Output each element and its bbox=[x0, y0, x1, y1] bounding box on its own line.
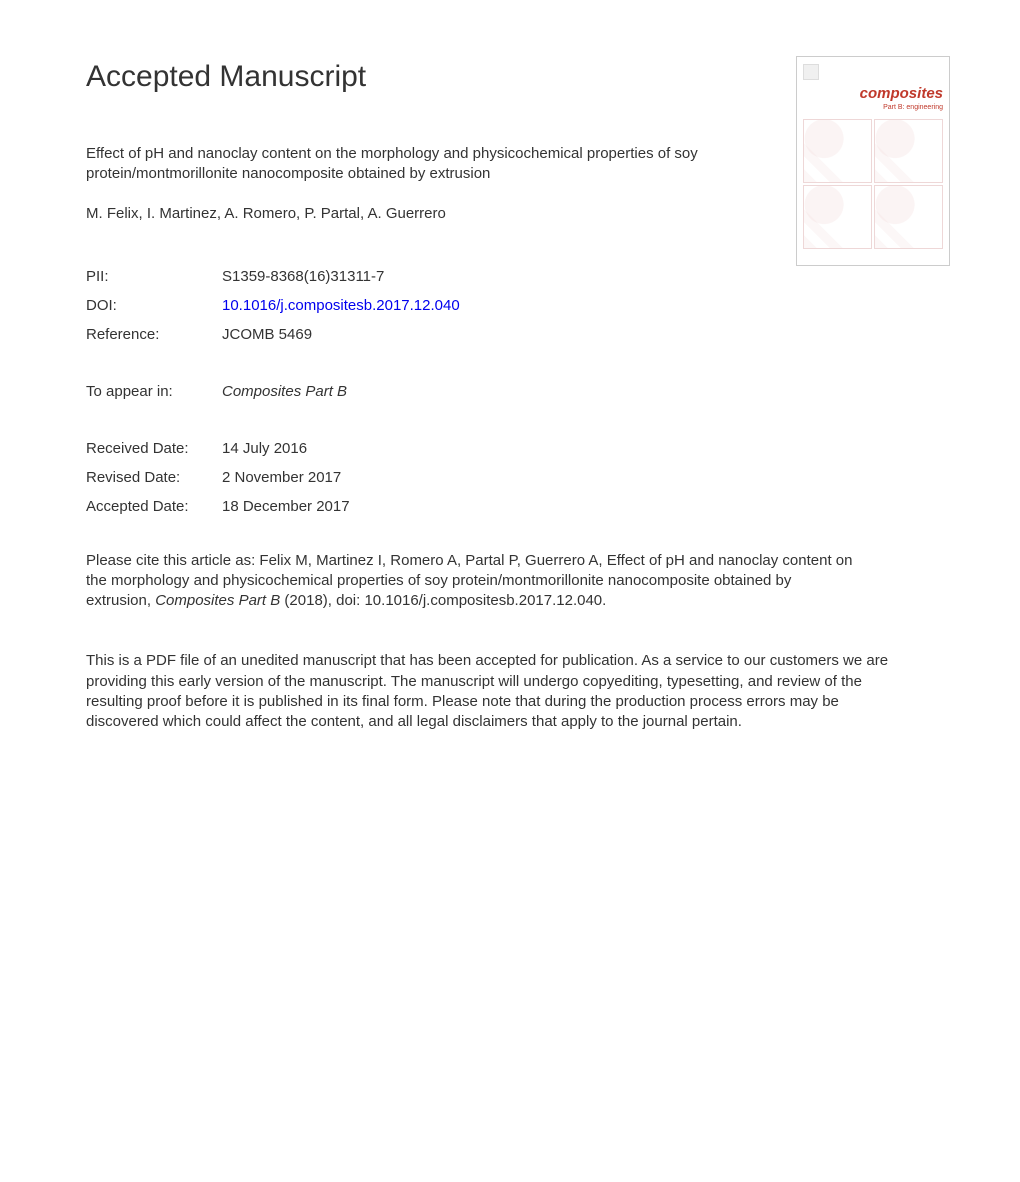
manuscript-page: Accepted Manuscript composites Part B: e… bbox=[0, 0, 1020, 792]
table-row: DOI: 10.1016/j.compositesb.2017.12.040 bbox=[86, 291, 460, 320]
metadata-table: Received Date: 14 July 2016 Revised Date… bbox=[86, 434, 350, 521]
reference-label: Reference: bbox=[86, 320, 222, 349]
doi-label: DOI: bbox=[86, 291, 222, 320]
received-label: Received Date: bbox=[86, 434, 222, 463]
appear-label: To appear in: bbox=[86, 377, 222, 406]
citation-suffix: (2018), doi: 10.1016/j.compositesb.2017.… bbox=[280, 592, 606, 609]
reference-value: JCOMB 5469 bbox=[222, 320, 460, 349]
table-row: To appear in: Composites Part B bbox=[86, 377, 347, 406]
table-row: Reference: JCOMB 5469 bbox=[86, 320, 460, 349]
cover-cell bbox=[874, 119, 943, 183]
metadata-table: To appear in: Composites Part B bbox=[86, 377, 347, 406]
pii-value: S1359-8368(16)31311-7 bbox=[222, 262, 460, 291]
table-row: Accepted Date: 18 December 2017 bbox=[86, 492, 350, 521]
table-row: PII: S1359-8368(16)31311-7 bbox=[86, 262, 460, 291]
revised-label: Revised Date: bbox=[86, 463, 222, 492]
cover-cell bbox=[803, 185, 872, 249]
disclaimer: This is a PDF file of an unedited manusc… bbox=[86, 651, 890, 732]
appear-value: Composites Part B bbox=[222, 377, 347, 406]
metadata-table: PII: S1359-8368(16)31311-7 DOI: 10.1016/… bbox=[86, 262, 460, 349]
pii-label: PII: bbox=[86, 262, 222, 291]
cover-cell bbox=[803, 119, 872, 183]
citation-block: Please cite this article as: Felix M, Ma… bbox=[86, 551, 860, 612]
doi-link[interactable]: 10.1016/j.compositesb.2017.12.040 bbox=[222, 297, 460, 314]
accepted-value: 18 December 2017 bbox=[222, 492, 350, 521]
publisher-logo-icon bbox=[803, 64, 819, 80]
cover-cell bbox=[874, 185, 943, 249]
journal-cover-thumbnail: composites Part B: engineering bbox=[796, 56, 950, 266]
cover-journal-subtitle: Part B: engineering bbox=[803, 104, 943, 111]
table-row: Revised Date: 2 November 2017 bbox=[86, 463, 350, 492]
cover-journal-title: composites bbox=[803, 85, 943, 102]
article-title: Effect of pH and nanoclay content on the… bbox=[86, 144, 780, 185]
cover-graphic bbox=[803, 119, 943, 249]
citation-journal: Composites Part B bbox=[155, 592, 280, 609]
revised-value: 2 November 2017 bbox=[222, 463, 350, 492]
accepted-label: Accepted Date: bbox=[86, 492, 222, 521]
received-value: 14 July 2016 bbox=[222, 434, 350, 463]
table-row: Received Date: 14 July 2016 bbox=[86, 434, 350, 463]
cover-header bbox=[803, 63, 943, 81]
